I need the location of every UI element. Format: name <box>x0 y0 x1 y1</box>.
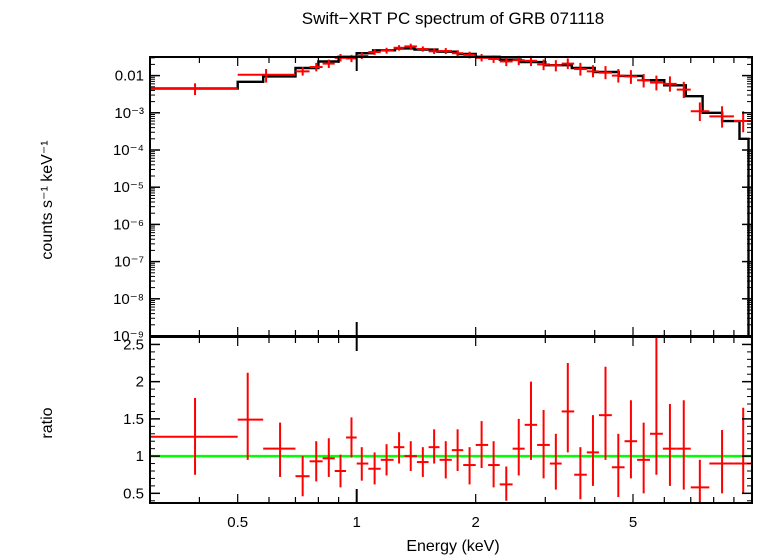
bottom-ratio-point <box>416 447 429 477</box>
bottom-ratio-point <box>334 454 347 488</box>
bottom-ratio-point <box>649 337 663 475</box>
top-data-point <box>611 69 625 83</box>
bottom-ratio-point <box>428 429 440 464</box>
top-data-point <box>150 83 238 96</box>
model-step-path <box>150 47 750 336</box>
top-data-point <box>676 81 691 98</box>
bottom-panel-frame <box>149 336 753 504</box>
bottom-ratio-point <box>488 441 500 488</box>
top-data-point <box>404 43 417 49</box>
bottom-y-tick-label: 1 <box>136 448 144 465</box>
bottom-panel-axes: 0.5 1 1.5 2 2.5 0.5 1 2 5 <box>123 336 753 531</box>
top-y-tick-label: 10⁻⁴ <box>113 142 144 159</box>
bottom-ratio-point <box>380 444 394 476</box>
top-y-tick-label: 10⁻⁸ <box>113 291 144 308</box>
top-data-point <box>549 60 562 72</box>
bottom-y-tick-label: 1.5 <box>123 411 144 428</box>
bottom-ratio-point <box>512 418 525 476</box>
top-y-axis-label-text: counts s⁻¹ keV⁻¹ <box>39 140 56 259</box>
bottom-ratio-point <box>637 422 650 494</box>
bottom-ratio-point <box>624 400 638 479</box>
top-y-tick-label: 10⁻⁷ <box>114 254 144 271</box>
top-data-point <box>690 102 710 122</box>
bottom-y-tick-label: 2.5 <box>123 336 144 353</box>
top-data-point <box>499 57 513 67</box>
top-y-tick-label: 10⁻³ <box>114 105 144 122</box>
top-data-point <box>574 62 587 76</box>
top-model-step-line <box>150 47 750 336</box>
bottom-ratio-point <box>150 398 238 475</box>
top-y-tick-label: 10⁻⁵ <box>113 179 144 196</box>
bottom-ratio-point <box>662 403 677 486</box>
top-data-point <box>439 48 452 55</box>
top-data-point <box>709 106 734 128</box>
top-data-point <box>368 48 381 55</box>
bottom-y-tick-label: 2 <box>136 374 144 391</box>
bottom-y-tick-label: 0.5 <box>123 485 144 502</box>
x-tick-label: 5 <box>629 514 637 531</box>
bottom-ratio-point <box>463 447 476 485</box>
bottom-ratio-point <box>404 441 417 471</box>
x-tick-label: 0.5 <box>227 514 248 531</box>
bottom-ratio-point <box>322 438 335 477</box>
top-data-point <box>428 48 440 55</box>
top-y-tick-label: 10⁻⁹ <box>113 328 144 345</box>
top-data-point <box>380 47 394 54</box>
bottom-ratio-point <box>598 366 612 460</box>
bottom-ratio-point <box>237 372 264 460</box>
bottom-ratio-point <box>549 433 562 490</box>
bottom-ratio-point <box>611 433 625 498</box>
bottom-ratio-point <box>676 400 691 490</box>
bottom-ratio-point <box>475 421 489 469</box>
bottom-ratio-point <box>733 407 752 494</box>
x-axis-label: Energy (keV) <box>406 538 499 555</box>
top-data-point <box>561 58 575 70</box>
bottom-ratio-point <box>309 441 323 482</box>
bottom-ratio-point <box>690 459 710 503</box>
bottom-ratio-points <box>150 337 752 503</box>
bottom-ratio-point <box>368 452 381 485</box>
bottom-ratio-point <box>524 381 538 460</box>
bottom-ratio-point <box>499 466 513 501</box>
top-data-point <box>586 65 599 78</box>
bottom-ratio-point <box>263 422 296 477</box>
top-data-point <box>662 76 677 92</box>
bottom-ratio-point <box>709 430 734 494</box>
bottom-ratio-point <box>561 363 575 453</box>
bottom-ratio-point <box>356 447 369 481</box>
top-data-point <box>598 66 612 80</box>
top-data-point <box>416 46 429 52</box>
top-y-tick-label: 0.01 <box>115 68 144 85</box>
top-data-point <box>637 74 650 88</box>
top-panel-frame <box>149 56 753 337</box>
top-data-point <box>393 45 405 51</box>
chart-title: Swift−XRT PC spectrum of GRB 071118 <box>302 9 605 28</box>
top-data-point <box>537 59 550 71</box>
bottom-ratio-point <box>537 409 550 479</box>
top-y-axis-label: counts s⁻¹ keV⁻¹ <box>39 140 56 259</box>
bottom-ratio-point <box>439 441 452 479</box>
top-panel-axes: 0.01 10⁻³ 10⁻⁴ 10⁻⁵ 10⁻⁶ 10⁻⁷ 10⁻⁸ 10⁻⁹ <box>113 56 753 345</box>
top-data-point <box>451 50 464 57</box>
top-y-tick-label: 10⁻⁶ <box>113 216 144 233</box>
bottom-ratio-point <box>574 447 587 500</box>
bottom-ratio-point <box>346 417 357 458</box>
bottom-y-axis-label: ratio <box>39 407 56 438</box>
bottom-ratio-point <box>451 429 464 471</box>
top-data-point <box>295 67 310 76</box>
bottom-ratio-point <box>586 415 599 486</box>
top-data-point <box>237 69 296 83</box>
top-data-point <box>649 75 663 91</box>
x-tick-label: 1 <box>353 514 361 531</box>
top-data-point <box>322 59 335 69</box>
top-data-point <box>624 70 638 84</box>
top-data-point <box>309 62 323 72</box>
x-tick-label: 2 <box>472 514 480 531</box>
bottom-ratio-point <box>393 432 405 464</box>
bottom-ratio-point <box>295 456 310 497</box>
